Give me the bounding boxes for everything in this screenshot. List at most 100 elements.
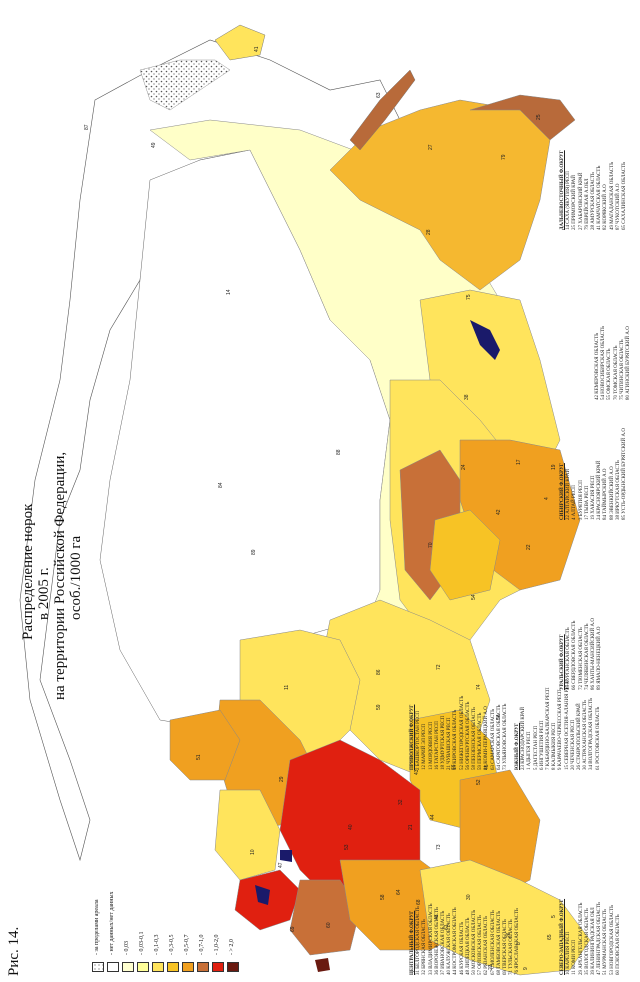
map-number-label: 25 [536, 114, 542, 120]
map-number-label: 40 [348, 824, 354, 830]
map-number-label: 14 [226, 289, 232, 295]
map-number-label: 68 [416, 899, 422, 905]
district-block: ПРИВОЛЖСКИЙ Ф.ОКРУГ 2 БАШКОРТОСТАН РЕСП 12… [410, 696, 509, 770]
map-number-label: 19 [551, 464, 557, 470]
region-sakhalin [349, 69, 416, 151]
map-number-label: 24 [461, 464, 467, 470]
legend-label: - 0,03 [124, 941, 130, 955]
district-block: УРАЛЬСКИЙ Ф.ОКРУГ 45 КУРГАНСКАЯ ОБЛАСТЬ 66… [560, 618, 603, 690]
district-block: СИБИРСКИЙ Ф.ОКРУГ 22 АЛТАЙСКИЙ КРАЙ 4 АЛТА… [560, 428, 628, 520]
map-number-label: 8 [516, 942, 522, 945]
region-koryak-dotted [139, 59, 231, 111]
district-item: 81 КОМИ-ПЕРМЯЦКИЙ А.О [484, 706, 490, 770]
region-onega-lake [280, 850, 292, 862]
map-number-label: 5 [551, 915, 557, 918]
legend-label: - за пределами ареала [94, 899, 100, 955]
district-item: 33 ВЛАДИМИРСКАЯ ОБЛАСТЬ [428, 903, 434, 975]
map-number-label: 49 [151, 142, 157, 148]
district-block: ДАЛЬНЕВОСТОЧНЫЙ Ф.ОКРУГ 14 САХА (ЯКУТИЯ) … [560, 150, 628, 230]
map-number-label: 43 [414, 769, 420, 775]
map-number-label: 10 [250, 849, 256, 855]
figure-label: Рис. 14. [6, 926, 22, 976]
region-khabarovsk [329, 99, 551, 291]
map-number-label: 44 [430, 814, 436, 820]
district-item: 76 ЯРОСЛАВСКАЯ ОБЛАСТЬ [515, 908, 521, 975]
map-number-label: 28 [426, 229, 432, 235]
title-line-2: в 2005 г. [36, 567, 52, 620]
region-murmansk [169, 709, 241, 781]
map-number-label: 64 [396, 889, 402, 895]
map-number-label: 54 [471, 594, 477, 600]
map-number-label: 41 [254, 46, 260, 52]
map-number-label: 56 [496, 714, 502, 720]
map-number-label: 52 [476, 779, 482, 785]
region-novosibirsk [429, 509, 501, 601]
map-number-label: 30 [466, 894, 472, 900]
legend-swatch [137, 962, 149, 972]
map-number-label: 27 [428, 144, 434, 150]
map-number-label: 9 [523, 967, 529, 970]
map-number-label: 11 [284, 685, 290, 690]
map-number-label: 69 [290, 926, 296, 932]
map-number-label: 32 [398, 799, 404, 805]
legend-swatch [197, 962, 209, 972]
district-item: 89 ЯМАЛО-НЕНЕЦКИЙ А.О [597, 626, 603, 690]
legend-swatch [107, 962, 119, 972]
map-number-label: 70 [428, 542, 434, 548]
map-number-label: 42 [496, 509, 502, 515]
map-number-label: 74 [476, 684, 482, 690]
legend-label: - 0,5-0,7 [184, 934, 190, 956]
district-item: 61 РОСТОВСКАЯ ОБЛАСТЬ [595, 706, 601, 770]
map-number-label: 17 [516, 459, 522, 465]
district-item: 53 НОВГОРОДСКАЯ ОБЛАСТЬ [609, 904, 615, 975]
district-block: ЮЖНЫЙ Ф.ОКРУГ 23 КРАСНОДАРСКИЙ КРАЙ 1 АДЫГ… [515, 679, 602, 770]
district-item: 72 ТЮМЕНСКАЯ ОБЛАСТЬ [578, 627, 584, 690]
district-item: 52 НИЖЕГОРОДСКАЯ ОБЛАСТЬ [459, 695, 465, 770]
legend-label: - 0,03-0,1 [139, 931, 145, 956]
map-number-label: 59 [376, 704, 382, 710]
legend-label: - 1,0-2,0 [214, 934, 220, 956]
map-number-label: 29 [279, 776, 285, 782]
legend-swatch [152, 962, 164, 972]
map-number-label: 88 [336, 449, 342, 455]
legend-swatch [167, 962, 179, 972]
district-item: 49 МАГАДАНСКАЯ ОБЛАСТЬ [609, 161, 615, 230]
district-block: ЦЕНТРАЛЬНЫЙ Ф.ОКРУГ 31 БЕЛГОРОДСКАЯ ОБЛАС… [410, 903, 522, 975]
district-item: 29 АРХАНГЕЛЬСКАЯ ОБЛАСТЬ [578, 902, 584, 975]
district-item: 9 КАРАЧАЕВО-ЧЕРКЕССКАЯ РЕСП [558, 689, 564, 770]
legend-label: - 0,3-0,5 [169, 934, 175, 956]
district-item: 85 УСТЬ-ОРДЫНСКИЙ БУРЯТСКИЙ А.О [622, 428, 628, 520]
map-number-label: 23 [488, 964, 494, 970]
title-line-3: на территории Российской Федерации, [52, 451, 68, 700]
map-number-label: 65 [547, 934, 553, 940]
district-block: 42 КЕМЕРОВСКАЯ ОБЛАСТЬ 54 НОВОСИБИРСКАЯ О… [595, 326, 632, 400]
district-item: 80 АГИНСКИЙ БУРЯТСКИЙ А.О [626, 326, 632, 400]
legend-swatch [122, 962, 134, 972]
region-outside-north [19, 39, 401, 862]
map-number-label: 58 [380, 894, 386, 900]
legend-swatch [212, 962, 224, 972]
region-south-yellow [419, 859, 591, 976]
map-number-labels: 41 63 25 27 79 49 87 28 14 75 38 88 84 24 17 19 4 42 70 22 5… [84, 46, 557, 970]
map-number-label: 72 [436, 664, 442, 670]
map-number-label: 4 [544, 497, 550, 500]
region-baikal-lake [470, 320, 500, 360]
map-number-label: 47 [278, 862, 284, 868]
region-ladoga-lake [255, 885, 270, 905]
district-item: 15 СЕВЕРНАЯ ОСЕТИЯ-АЛАНИЯ РЕСП [564, 679, 570, 770]
title-line-4: особ./1000 га [68, 535, 84, 620]
legend-label: - нет данных/нет данных [109, 891, 115, 956]
legend-swatch [182, 962, 194, 972]
map-number-label: 51 [196, 754, 202, 760]
legend-swatch [227, 962, 239, 972]
region-kaliningrad [315, 958, 330, 972]
district-block: СЕВЕРО-ЗАПАДНЫЙ Ф.ОКРУГ 10 КАРЕЛИЯ РЕСП 11… [560, 899, 622, 975]
title-line-1: Распределение норок [20, 503, 36, 640]
map-number-label: 61 [444, 924, 450, 930]
map-number-label: 38 [464, 394, 470, 400]
district-item: 60 ПСКОВСКАЯ ОБЛАСТЬ [615, 914, 621, 975]
map-number-label: 66 [451, 764, 457, 770]
map-number-label: 45 [484, 764, 490, 770]
district-item: 44 КОСТРОМСКАЯ ОБЛАСТЬ [453, 907, 459, 975]
map-number-label: 63 [376, 92, 382, 98]
